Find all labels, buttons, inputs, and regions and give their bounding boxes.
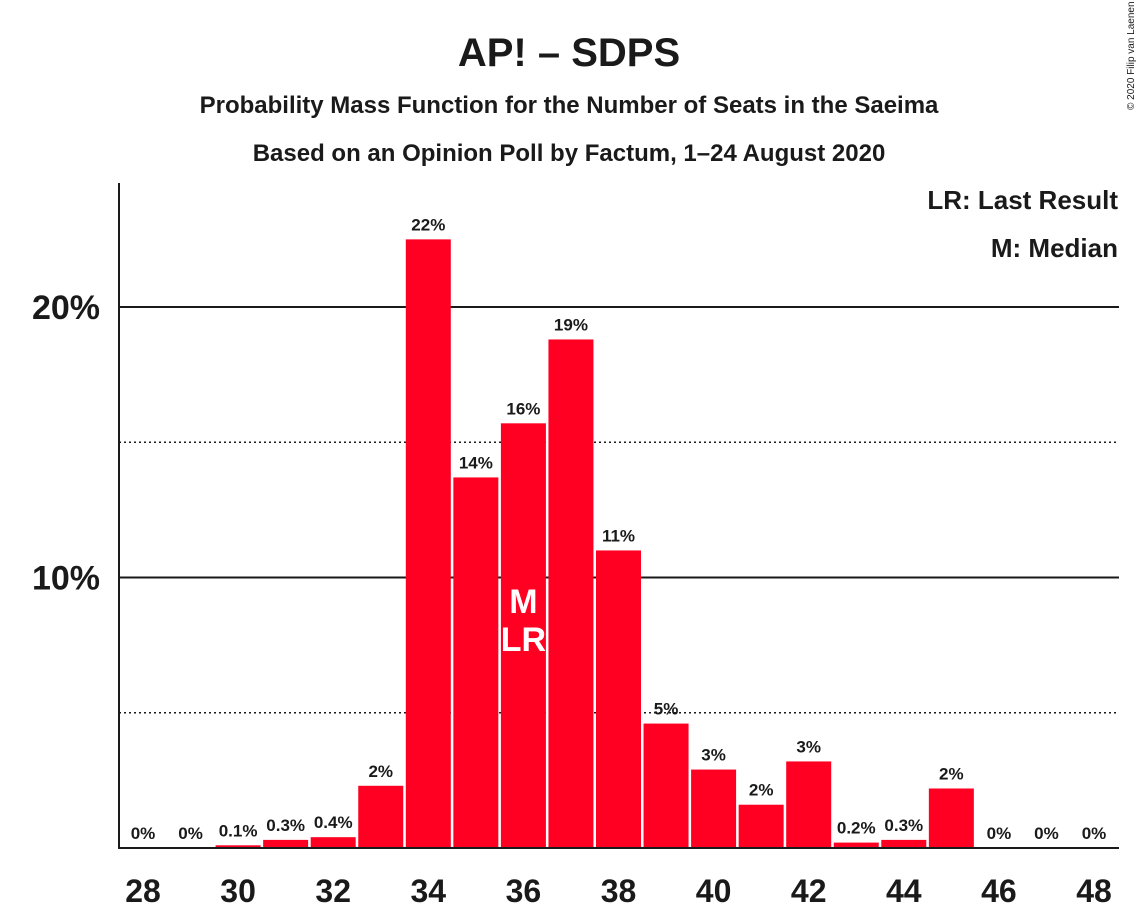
bar-seat-36 <box>500 423 546 848</box>
bar-label-seat-36: 16% <box>506 399 540 418</box>
x-tick-label-30: 30 <box>220 873 256 909</box>
bar-label-seat-38: 11% <box>602 526 635 545</box>
bar-label-seat-34: 22% <box>411 215 445 234</box>
bar-label-seat-39: 5% <box>654 700 679 719</box>
legend-median: M: Median <box>991 233 1118 263</box>
legend-last-result: LR: Last Result <box>927 185 1118 215</box>
bar-seat-37 <box>548 339 594 848</box>
bar-seat-43 <box>833 842 879 848</box>
x-tick-label-36: 36 <box>506 873 542 909</box>
bar-markers: MLR <box>501 583 546 659</box>
bar-label-seat-29: 0% <box>178 824 203 843</box>
bar-seat-45 <box>928 788 974 848</box>
bar-seat-44 <box>881 839 927 848</box>
x-tick-label-32: 32 <box>315 873 351 909</box>
bar-label-seat-46: 0% <box>987 824 1012 843</box>
x-tick-labels: 28 30 32 34 36 38 40 42 44 46 48 <box>125 873 1112 909</box>
bar-label-seat-47: 0% <box>1034 824 1059 843</box>
median-marker: M <box>509 583 537 621</box>
bar-label-seat-40: 3% <box>701 746 726 765</box>
x-tick-label-40: 40 <box>696 873 732 909</box>
bar-seat-35 <box>453 477 499 848</box>
x-tick-label-46: 46 <box>981 873 1017 909</box>
y-tick-labels: 10% 20% <box>32 289 100 598</box>
bar-label-seat-32: 0.4% <box>314 813 353 832</box>
x-tick-label-48: 48 <box>1076 873 1112 909</box>
bar-label-seat-28: 0% <box>131 824 156 843</box>
x-tick-label-44: 44 <box>886 873 922 909</box>
bars <box>215 239 974 848</box>
x-tick-label-42: 42 <box>791 873 827 909</box>
bar-label-seat-44: 0.3% <box>884 816 923 835</box>
bar-seat-32 <box>310 837 356 848</box>
bar-seat-31 <box>263 839 309 848</box>
chart-subtitle: Probability Mass Function for the Number… <box>200 92 939 119</box>
x-tick-label-38: 38 <box>601 873 637 909</box>
chart-title: AP! – SDPS <box>458 31 680 75</box>
bar-label-seat-31: 0.3% <box>266 816 305 835</box>
bar-seat-30 <box>215 845 261 848</box>
bar-seat-42 <box>786 761 832 848</box>
bar-label-seat-45: 2% <box>939 764 964 783</box>
bar-seat-40 <box>691 769 737 848</box>
bar-seat-34 <box>405 239 451 848</box>
bar-label-seat-33: 2% <box>368 762 393 781</box>
bar-seat-38 <box>596 550 641 848</box>
copyright-note: © 2020 Filip van Laenen <box>1126 1 1137 110</box>
bar-seat-41 <box>738 804 784 848</box>
bar-label-seat-43: 0.2% <box>837 819 876 838</box>
bar-label-seat-41: 2% <box>749 781 774 800</box>
bar-label-seat-35: 14% <box>459 453 493 472</box>
chart-subtitle-poll: Based on an Opinion Poll by Factum, 1–24… <box>253 140 886 167</box>
last-result-marker: LR <box>501 621 546 659</box>
y-tick-label-0: 10% <box>32 560 100 598</box>
bar-seat-39 <box>643 723 689 848</box>
bar-label-seat-42: 3% <box>796 737 821 756</box>
x-tick-label-34: 34 <box>411 873 447 909</box>
bar-labels: 0% 0% 0.1% 0.3% 0.4% 2% 22% 14% 16% 19% 11% 5% 3% 2% 3… <box>131 215 1107 843</box>
x-tick-label-28: 28 <box>125 873 161 909</box>
bar-label-seat-30: 0.1% <box>219 821 258 840</box>
bar-label-seat-48: 0% <box>1082 824 1107 843</box>
bar-label-seat-37: 19% <box>554 315 588 334</box>
bar-seat-33 <box>358 785 404 848</box>
y-tick-label-1: 20% <box>32 289 100 327</box>
